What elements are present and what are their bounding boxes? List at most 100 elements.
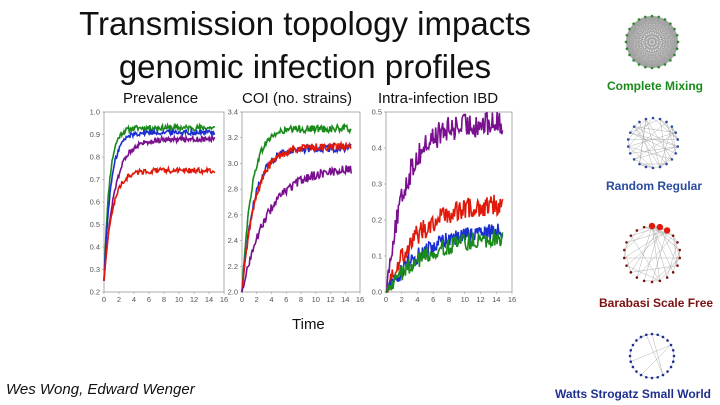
x-axis-label: Time [292, 316, 325, 333]
y-tick-label: 0.5 [90, 220, 100, 229]
network-edge [630, 132, 678, 147]
network-node [676, 138, 680, 141]
x-tick-label: 16 [356, 295, 364, 304]
network-edge [633, 23, 659, 68]
network-node [658, 279, 662, 283]
network-edge [639, 118, 647, 165]
network-node [648, 222, 656, 230]
network-label-complete-mixing: Complete Mixing [607, 79, 704, 93]
network-edge [639, 121, 654, 169]
y-tick-label: 0.6 [90, 198, 100, 207]
network-node [650, 376, 654, 380]
network-edge [633, 132, 676, 160]
network-edge [626, 35, 666, 65]
x-tick-label: 4 [269, 295, 273, 304]
y-tick-label: 2.2 [228, 262, 238, 271]
x-tick-label: 16 [508, 295, 516, 304]
network-node [673, 53, 676, 57]
network-edge [645, 118, 661, 168]
network-node [635, 339, 638, 342]
network-barabasi-scale-free-icon [622, 222, 682, 284]
network-edge [651, 230, 668, 283]
x-tick-label: 4 [132, 295, 136, 304]
network-edge [624, 230, 668, 259]
network-node [650, 14, 654, 18]
network-complete-mixing-icon [624, 14, 680, 70]
network-node [656, 375, 659, 379]
network-node [625, 264, 628, 267]
network-node [639, 373, 643, 377]
x-tick-label: 14 [205, 295, 213, 304]
network-node [651, 166, 655, 170]
network-edge [659, 153, 676, 168]
network-edge [652, 117, 678, 140]
network-node [665, 162, 668, 166]
network-node [666, 339, 669, 342]
y-tick-label: 0.8 [90, 153, 100, 162]
network-edge [630, 235, 661, 281]
network-node [663, 227, 671, 234]
network-edge [636, 225, 653, 278]
network-node [674, 152, 678, 155]
y-tick-label: 0.2 [90, 288, 100, 297]
network-node [650, 66, 654, 70]
network-node [644, 117, 648, 121]
x-tick-label: 2 [400, 295, 404, 304]
network-edge [626, 230, 668, 243]
network-edge [629, 28, 653, 69]
network-edge [645, 16, 653, 69]
network-node [628, 152, 632, 155]
network-edge [629, 28, 634, 61]
network-node [657, 15, 661, 19]
x-tick-label: 0 [102, 295, 106, 304]
network-edge [624, 230, 638, 251]
network-edge [626, 35, 671, 61]
network-node [644, 165, 648, 169]
network-node [625, 47, 629, 51]
y-tick-label: 2.6 [228, 210, 238, 219]
network-edge [651, 225, 680, 251]
y-tick-label: 2.0 [228, 288, 238, 297]
network-node [673, 27, 676, 31]
network-node [643, 15, 647, 19]
network-node [629, 349, 633, 352]
x-tick-label: 6 [284, 295, 288, 304]
network-node [675, 47, 679, 51]
network-watts-strogatz-icon [628, 332, 676, 380]
network-edge [646, 334, 664, 376]
network-edge [626, 48, 671, 61]
network-node [676, 241, 679, 244]
x-tick-label: 12 [326, 295, 334, 304]
network-node [671, 349, 675, 352]
network-edge [630, 227, 661, 273]
network-edge [640, 344, 672, 376]
network-edge [625, 41, 646, 68]
network-edge [629, 19, 640, 56]
network-edge [626, 48, 653, 69]
network-node [643, 65, 647, 69]
network-node [678, 256, 682, 260]
x-tick-label: 0 [240, 295, 244, 304]
network-node [642, 279, 646, 283]
network-node [672, 354, 676, 358]
network-edge [666, 242, 678, 278]
network-edge [630, 226, 660, 236]
network-edge [633, 126, 661, 168]
network-edge [638, 19, 679, 43]
network-edge [634, 126, 678, 147]
x-tick-label: 6 [147, 295, 151, 304]
network-edge [626, 19, 640, 49]
network-edge [659, 118, 667, 165]
network-node [676, 264, 679, 267]
network-node [678, 248, 682, 252]
network-node [642, 225, 646, 229]
authors: Wes Wong, Edward Wenger [6, 381, 195, 398]
network-node [676, 145, 680, 148]
series-line-complete-mixing [103, 122, 216, 281]
network-edge [626, 16, 646, 49]
network-edge [659, 146, 678, 168]
network-node [663, 18, 667, 21]
network-node [656, 223, 664, 231]
y-tick-label: 0.7 [90, 175, 100, 184]
network-edge [633, 23, 646, 68]
